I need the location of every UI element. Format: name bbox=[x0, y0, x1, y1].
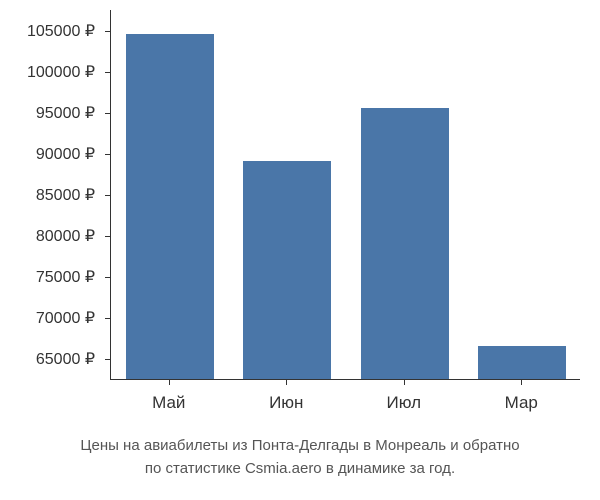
y-tick-label: 70000 ₽ bbox=[36, 308, 95, 328]
x-tick-mark bbox=[169, 380, 170, 385]
x-tick-label: Май bbox=[152, 393, 185, 413]
chart-caption: Цены на авиабилеты из Понта-Делгады в Мо… bbox=[0, 435, 600, 480]
bar bbox=[361, 108, 449, 379]
x-tick-mark bbox=[404, 380, 405, 385]
caption-line-1: Цены на авиабилеты из Понта-Делгады в Мо… bbox=[0, 435, 600, 458]
y-tick-label: 95000 ₽ bbox=[36, 103, 95, 123]
x-tick-mark bbox=[286, 380, 287, 385]
bar bbox=[478, 346, 566, 379]
y-tick-label: 105000 ₽ bbox=[27, 21, 95, 41]
x-tick-label: Июн bbox=[269, 393, 303, 413]
plot-area bbox=[110, 10, 580, 380]
y-tick-label: 90000 ₽ bbox=[36, 144, 95, 164]
x-axis: Май Июн Июл Мар bbox=[110, 385, 580, 415]
caption-line-2: по статистике Csmia.aero в динамике за г… bbox=[0, 458, 600, 481]
bar bbox=[243, 161, 331, 379]
y-tick-label: 80000 ₽ bbox=[36, 226, 95, 246]
y-tick-label: 65000 ₽ bbox=[36, 349, 95, 369]
chart-container: 65000 ₽ 70000 ₽ 75000 ₽ 80000 ₽ 85000 ₽ 90000… bbox=[0, 0, 600, 500]
y-tick-label: 85000 ₽ bbox=[36, 185, 95, 205]
x-tick-label: Июл bbox=[386, 393, 421, 413]
y-tick-label: 100000 ₽ bbox=[27, 62, 95, 82]
bar bbox=[126, 34, 214, 379]
y-axis: 65000 ₽ 70000 ₽ 75000 ₽ 80000 ₽ 85000 ₽ 90000… bbox=[0, 10, 105, 380]
y-tick-label: 75000 ₽ bbox=[36, 267, 95, 287]
x-tick-label: Мар bbox=[505, 393, 538, 413]
x-tick-mark bbox=[521, 380, 522, 385]
